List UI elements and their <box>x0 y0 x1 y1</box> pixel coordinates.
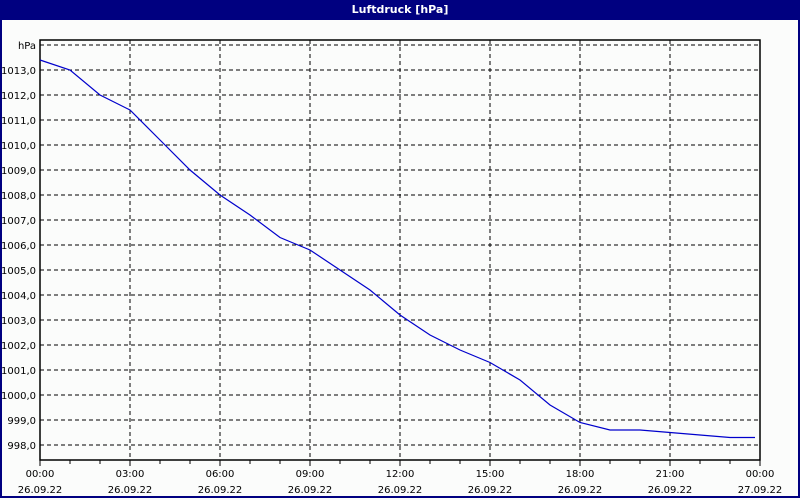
y-tick-label: 1004,0 <box>1 291 36 302</box>
y-tick-label: 1009,0 <box>1 166 36 177</box>
grid-lines <box>40 40 760 460</box>
x-tick-time: 03:00 <box>116 469 145 480</box>
x-tick-time: 09:00 <box>296 469 325 480</box>
y-tick-label: 1002,0 <box>1 341 36 352</box>
x-tick-date: 26.09.22 <box>558 485 603 496</box>
x-tick-time: 15:00 <box>476 469 505 480</box>
y-tick-label: 1013,0 <box>1 66 36 77</box>
chart-title: Luftdruck [hPa] <box>0 0 800 20</box>
x-tick-date: 26.09.22 <box>288 485 333 496</box>
x-tick-date: 26.09.22 <box>198 485 243 496</box>
plot-area-border <box>39 39 761 461</box>
x-tick-date: 26.09.22 <box>468 485 513 496</box>
y-tick-label: 1006,0 <box>1 241 36 252</box>
x-tick-date: 26.09.22 <box>18 485 63 496</box>
y-tick-label: 1000,0 <box>1 391 36 402</box>
y-axis: hPa 1013,0 1012,0 1011,0 1010,0 1009,0 1008,0… <box>1 41 36 452</box>
y-tick-label: 999,0 <box>7 416 36 427</box>
x-tick-date: 26.09.22 <box>378 485 423 496</box>
y-tick-label: 1001,0 <box>1 366 36 377</box>
x-tick-time: 00:00 <box>746 469 775 480</box>
y-tick-label: 1010,0 <box>1 141 36 152</box>
x-tick-time: 21:00 <box>656 469 685 480</box>
y-tick-label: 1011,0 <box>1 116 36 127</box>
x-tick-time: 06:00 <box>206 469 235 480</box>
x-tick-time: 18:00 <box>566 469 595 480</box>
y-tick-label: 998,0 <box>7 441 36 452</box>
y-tick-label: 1003,0 <box>1 316 36 327</box>
y-tick-label: 1008,0 <box>1 191 36 202</box>
y-tick-label: 1005,0 <box>1 266 36 277</box>
y-axis-unit-label: hPa <box>18 41 36 52</box>
x-tick-date: 26.09.22 <box>108 485 153 496</box>
pressure-line <box>39 59 755 439</box>
x-axis: 00:00 26.09.22 03:00 26.09.22 06:00 26.09.22 0… <box>18 460 783 496</box>
x-tick-time: 00:00 <box>26 469 55 480</box>
x-tick-date: 26.09.22 <box>648 485 693 496</box>
x-tick-date: 27.09.22 <box>738 485 783 496</box>
y-tick-label: 1012,0 <box>1 91 36 102</box>
x-tick-time: 12:00 <box>386 469 415 480</box>
y-tick-label: 1007,0 <box>1 216 36 227</box>
